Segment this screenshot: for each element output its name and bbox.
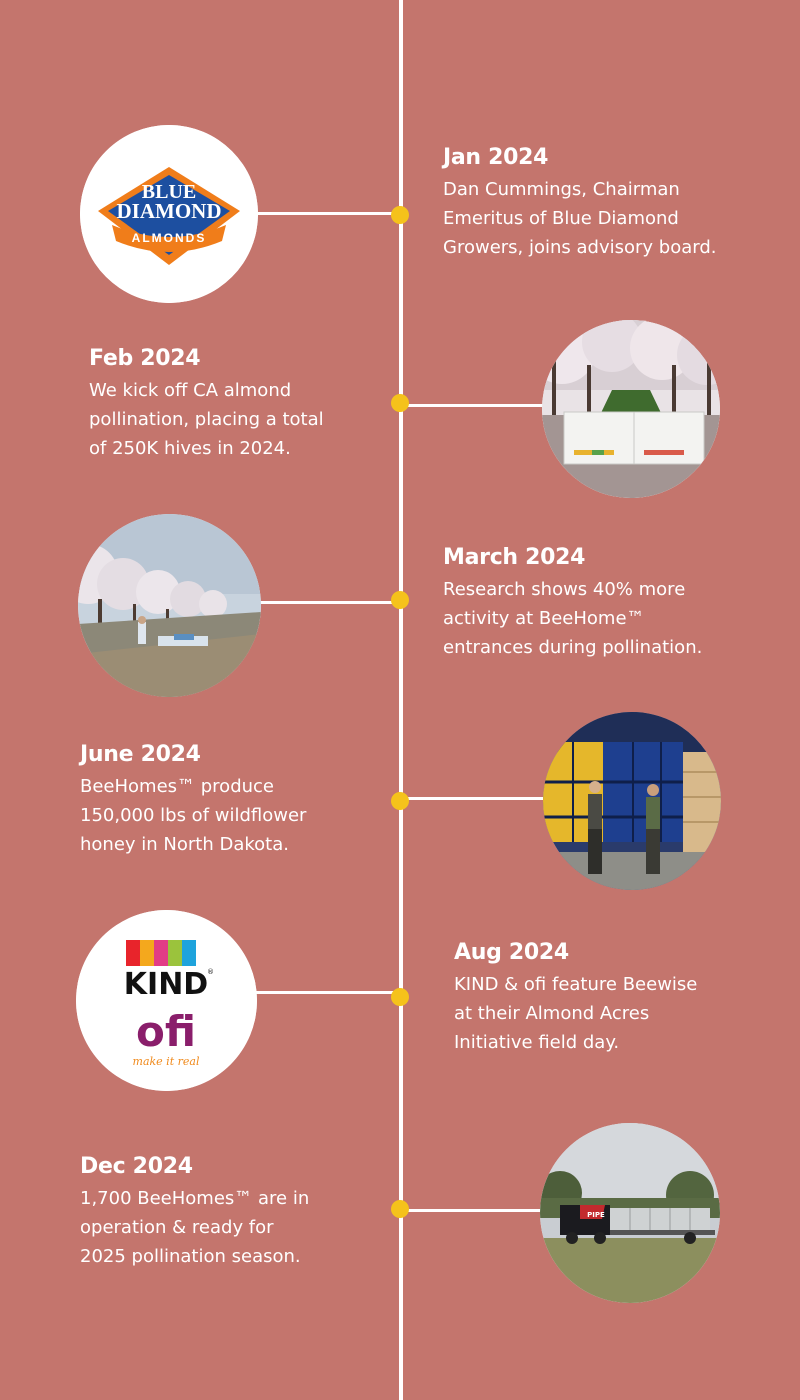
event-march-2024: March 2024 Research shows 40% more activ… [443,545,702,662]
blue-diamond-line3: ALMONDS [132,231,207,245]
event-description: KIND & ofi feature Beewise at their Almo… [454,974,698,1053]
event-feb-2024: Feb 2024 We kick off CA almond pollinati… [89,346,324,463]
timeline-dot-dec [391,1200,409,1218]
orchard-beehome-photo [542,320,720,498]
blue-diamond-line1: BLUE [142,181,196,203]
timeline-spine [399,0,403,1400]
timeline-dot-march [391,591,409,609]
connector-june [400,797,545,800]
timeline-dot-june [391,792,409,810]
ofi-tagline: make it real [133,1055,200,1068]
timeline-dot-jan [391,206,409,224]
event-date: Feb 2024 [89,346,201,371]
connector-dec [400,1209,542,1212]
event-description: 1,700 BeeHomes™ are in operation & ready… [80,1188,310,1267]
event-date: March 2024 [443,545,586,570]
event-date: June 2024 [80,742,201,767]
ofi-logo-text: ofi [136,1007,196,1056]
event-date: Dec 2024 [80,1154,193,1179]
event-description: Research shows 40% more activity at BeeH… [443,579,703,658]
blue-diamond-line2: DIAMOND [117,199,222,223]
event-description: We kick off CA almond pollination, placi… [89,380,324,459]
honey-barrels-photo [543,712,721,890]
event-jan-2024: Jan 2024 Dan Cummings, Chairman Emeritus… [443,145,716,262]
kind-ofi-logos: KIND ® ofi make it real [76,910,257,1091]
event-date: Jan 2024 [443,145,549,170]
event-date: Aug 2024 [454,940,569,965]
event-june-2024: June 2024 BeeHomes™ produce 150,000 lbs … [80,742,306,859]
connector-march [260,601,400,604]
timeline-dot-feb [391,394,409,412]
event-dec-2024: Dec 2024 1,700 BeeHomes™ are in operatio… [80,1154,309,1271]
connector-feb [400,404,545,407]
kind-tm: ® [207,968,214,976]
kind-logo-text: KIND [124,967,208,1002]
orchard-hives-photo [78,514,261,697]
connector-jan [258,212,400,215]
truck-beehomes-photo: PIPE [540,1123,720,1303]
event-description: Dan Cummings, Chairman Emeritus of Blue … [443,179,717,258]
blue-diamond-logo: BLUE DIAMOND ALMONDS [80,125,258,303]
timeline-dot-aug [391,988,409,1006]
event-description: BeeHomes™ produce 150,000 lbs of wildflo… [80,776,307,855]
connector-aug [255,991,400,994]
truck-decal: PIPE [587,1211,605,1219]
event-aug-2024: Aug 2024 KIND & ofi feature Beewise at t… [454,940,697,1057]
